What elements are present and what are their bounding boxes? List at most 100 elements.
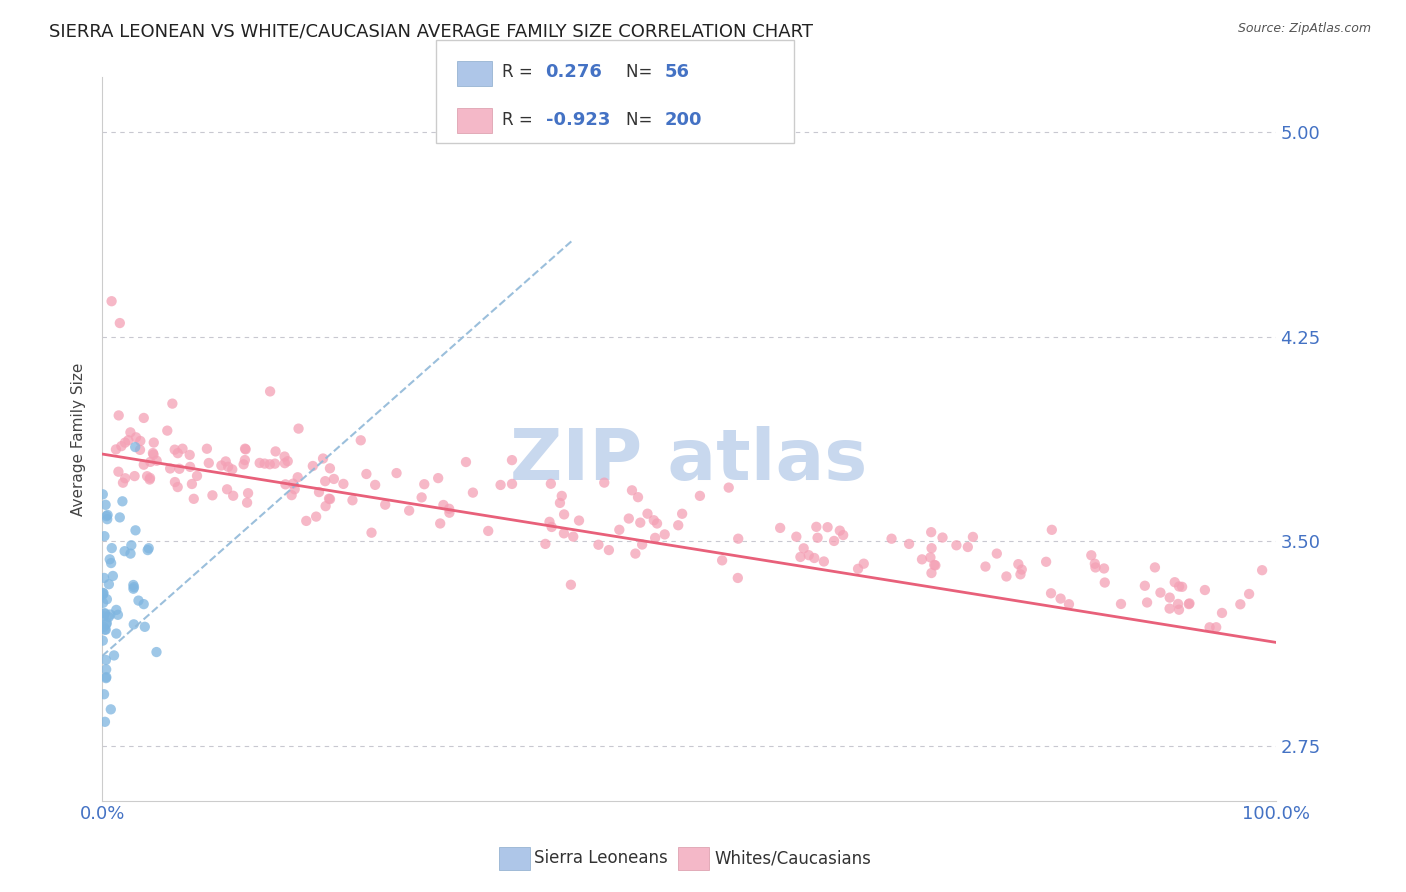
Point (232, 458, 254, 472)
Point (93, 687, 115, 701)
Point (1211, 606, 1233, 620)
Point (301, 458, 323, 473)
Point (125, 430, 148, 444)
Point (1149, 585, 1171, 599)
Point (97, 577, 120, 591)
Point (314, 474, 336, 488)
Point (624, 547, 647, 561)
Point (186, 469, 208, 483)
Point (104, 442, 127, 457)
Point (145, 454, 167, 468)
Point (501, 453, 523, 467)
Point (259, 457, 281, 471)
Point (110, 439, 132, 453)
Point (180, 477, 202, 491)
Point (627, 490, 650, 504)
Point (96, 662, 118, 676)
Point (620, 483, 643, 498)
Point (122, 582, 145, 596)
Point (974, 559, 997, 574)
Point (100, 294, 122, 309)
Point (139, 455, 162, 469)
Point (1040, 586, 1063, 600)
Point (312, 451, 335, 466)
Point (124, 440, 146, 454)
Point (318, 491, 340, 506)
Point (93, 607, 115, 621)
Point (1159, 601, 1181, 615)
Point (195, 442, 218, 456)
Point (93, 529, 115, 543)
Point (127, 593, 149, 607)
Point (538, 515, 561, 529)
Text: N=: N= (626, 63, 657, 81)
Point (553, 508, 575, 522)
Point (122, 578, 145, 592)
Point (120, 547, 142, 561)
Point (280, 488, 302, 502)
Point (921, 541, 943, 556)
Point (94, 623, 117, 637)
Point (96, 615, 118, 630)
Point (1164, 575, 1187, 590)
Point (273, 450, 295, 464)
Point (1171, 580, 1194, 594)
Point (1049, 591, 1071, 606)
Point (166, 446, 188, 460)
Point (107, 607, 129, 622)
Point (631, 537, 654, 551)
Point (920, 525, 942, 540)
Point (1178, 596, 1201, 610)
Point (162, 396, 184, 410)
Point (114, 435, 136, 450)
Point (94, 498, 117, 512)
Point (1251, 563, 1274, 577)
Point (108, 316, 131, 330)
Point (551, 489, 574, 503)
Point (136, 543, 159, 558)
Point (96, 670, 118, 684)
Point (97, 508, 120, 522)
Point (931, 531, 953, 545)
Point (461, 485, 484, 500)
Point (1092, 561, 1115, 575)
Point (540, 476, 562, 491)
Y-axis label: Average Family Size: Average Family Size (72, 362, 86, 516)
Point (1159, 591, 1181, 605)
Point (356, 467, 378, 481)
Point (98, 552, 121, 566)
Point (209, 458, 232, 473)
Point (111, 475, 134, 490)
Point (1167, 597, 1189, 611)
Point (1035, 555, 1057, 569)
Point (156, 424, 179, 438)
Point (1168, 579, 1191, 593)
Point (117, 433, 139, 447)
Point (439, 506, 461, 520)
Point (235, 442, 257, 457)
Point (96, 509, 118, 524)
Point (769, 521, 792, 535)
Point (911, 552, 934, 566)
Point (281, 476, 304, 491)
Point (94, 714, 117, 729)
Point (107, 409, 129, 423)
Point (264, 444, 287, 458)
Point (96, 512, 118, 526)
Point (666, 518, 689, 533)
Point (93, 609, 115, 624)
Point (1198, 620, 1220, 634)
Point (617, 511, 640, 525)
Point (1109, 597, 1132, 611)
Point (489, 478, 512, 492)
Point (1080, 549, 1102, 563)
Point (159, 461, 181, 475)
Point (852, 557, 875, 571)
Point (91, 487, 114, 501)
Point (233, 442, 256, 456)
Point (846, 562, 869, 576)
Point (1168, 603, 1191, 617)
Text: Whites/Caucasians: Whites/Caucasians (714, 849, 872, 867)
Point (100, 541, 122, 555)
Point (986, 547, 1008, 561)
